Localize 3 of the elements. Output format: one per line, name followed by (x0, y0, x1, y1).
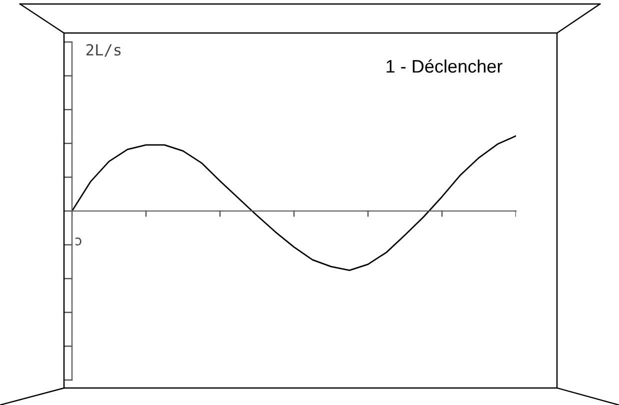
annotation: ɔ (75, 238, 82, 246)
text: 2L/s (86, 44, 121, 57)
chart-title: 1 - Déclencher (386, 59, 502, 73)
